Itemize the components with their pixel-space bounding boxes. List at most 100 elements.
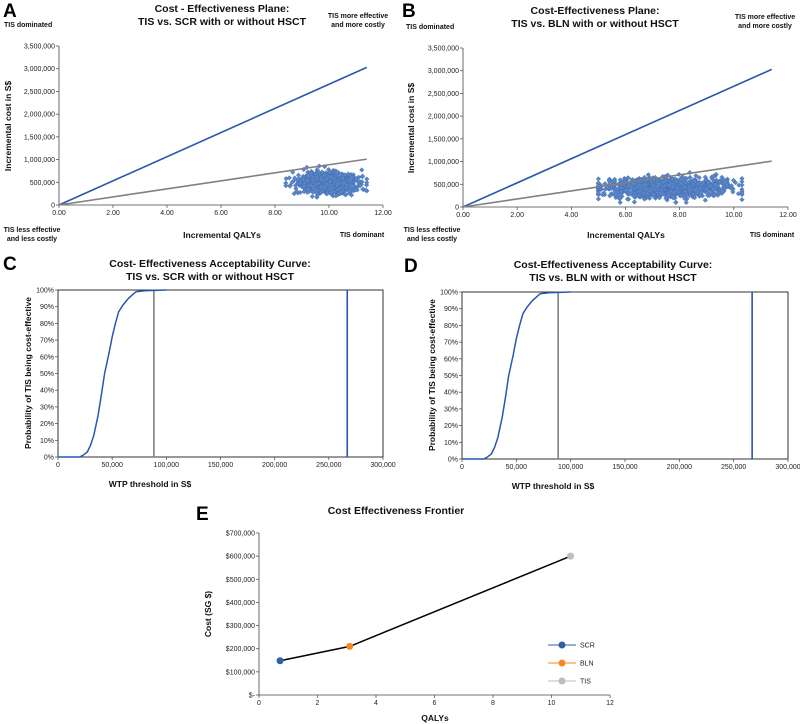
point-bln [346, 642, 354, 650]
scatter-point [663, 195, 669, 201]
scatter-point [357, 183, 363, 189]
scatter-point [316, 180, 322, 186]
scatter-point [292, 182, 299, 189]
scatter-point [286, 175, 292, 181]
x-tick-label: 150,000 [208, 462, 233, 469]
scatter-point [338, 185, 344, 191]
scatter-point [631, 199, 638, 205]
chart-title-line2: TIS vs. SCR with or without HSCT [138, 16, 307, 28]
legend-item-bln: BLN [548, 659, 594, 668]
x-tick-label: 200,000 [262, 462, 287, 469]
scatter-point [677, 193, 683, 199]
scatter-point [331, 176, 337, 182]
panel-d: D Cost-Effectiveness Acceptability Curve… [404, 256, 800, 491]
quadrant-label-top-right-2: and more costly [331, 22, 385, 29]
scatter-point [637, 192, 643, 198]
legend-label: TIS [580, 679, 591, 686]
y-tick-label: 2,000,000 [24, 112, 55, 119]
x-tick-label: 0 [56, 462, 60, 469]
chart-title-line1: Cost-Effectiveness Plane: [531, 5, 660, 17]
quadrant-label-top-right-2: and more costly [738, 23, 792, 30]
scatter-point [678, 181, 684, 187]
scatter-point [637, 189, 643, 195]
y-tick-label: 40% [444, 390, 458, 397]
scatter-point [716, 179, 723, 185]
panel-label: A [3, 1, 17, 22]
scatter-point [340, 175, 346, 181]
y-tick-label: 0 [455, 205, 459, 212]
chart-title-line2: TIS vs. SCR with or without HSCT [126, 271, 295, 283]
x-axis-label: Incremental QALYs [587, 230, 665, 240]
plot-area: 0 2 4 6 8 10 12 $- $100,000 $200,000 $300,000 $400,… [226, 531, 614, 708]
scatter-point [333, 193, 339, 199]
ceac-line [462, 291, 571, 460]
scatter-point [739, 190, 745, 196]
x-tick-label: 4 [374, 700, 378, 707]
legend-label: SCR [580, 643, 595, 650]
scatter-point [645, 172, 651, 178]
scatter-point [337, 190, 344, 196]
scatter-point [343, 184, 349, 191]
scatter-point [666, 182, 672, 188]
y-tick-label: 90% [40, 304, 54, 311]
y-tick-label: 0% [44, 455, 54, 462]
quadrant-label-bottom-left-1: TIS less effective [404, 227, 461, 234]
x-axis-label: WTP threshold in S$ [109, 479, 192, 489]
scatter-point [300, 176, 307, 182]
scatter-point [692, 195, 698, 201]
scatter-point [650, 191, 656, 197]
scatter-point [341, 180, 347, 186]
frontier-line [279, 555, 571, 662]
panel-a: A Cost - Effectiveness Plane: TIS vs. SC… [3, 1, 392, 243]
scatter-point [736, 182, 742, 188]
scatter-point [611, 178, 617, 184]
y-tick-label: $100,000 [226, 669, 255, 676]
scatter-point [644, 190, 651, 197]
scatter-point [657, 190, 664, 196]
y-tick-label: 1,000,000 [428, 159, 459, 166]
scatter-point [313, 187, 319, 193]
scatter-point [643, 187, 649, 193]
x-tick-label: 10.00 [725, 212, 743, 219]
scatter-point [324, 176, 330, 182]
x-tick-label: 0 [257, 700, 261, 707]
scatter-point [359, 179, 365, 185]
y-tick-label: 50% [40, 371, 54, 378]
y-tick-label: 3,500,000 [24, 44, 55, 51]
y-tick-label: 30% [40, 404, 54, 411]
scatter-point [321, 172, 327, 178]
x-tick-label: 8.00 [268, 210, 282, 217]
plot-area: 0 50,000 100,000 150,000 200,000 250,000 300,0… [36, 288, 396, 470]
scatter-point [599, 192, 606, 198]
scatter-point [360, 186, 366, 192]
y-axis-label: Incremental cost in S$ [3, 81, 13, 171]
scatter-point [680, 174, 686, 180]
y-axis-label: Probability of TIS being cost-effective [427, 299, 437, 451]
legend-marker [558, 641, 566, 649]
scatter-point [294, 188, 300, 194]
threshold-line [462, 160, 772, 208]
scatter-point [696, 175, 702, 181]
y-tick-label: $600,000 [226, 554, 255, 561]
quadrant-label-top-right-1: TIS more effective [735, 14, 795, 21]
scatter-point [720, 184, 727, 190]
scatter-point [643, 182, 649, 188]
y-tick-label: 2,000,000 [428, 114, 459, 121]
scatter-point [739, 197, 745, 203]
scatter-point [698, 190, 704, 196]
x-tick-label: 12.00 [374, 210, 392, 217]
scatter-point [313, 174, 320, 180]
quadrant-label-bottom-left-1: TIS less effective [4, 227, 61, 234]
scatter-point [704, 189, 710, 195]
y-axis-label: Probability of TIS being cost-effective [23, 297, 33, 449]
x-tick-label: 250,000 [316, 462, 341, 469]
scatter-point [655, 184, 661, 190]
scatter-point [669, 184, 675, 190]
plot-area: 0.00 2.00 4.00 6.00 8.00 10.00 12.00 0 500,000 1,… [24, 44, 392, 218]
scatter-point [640, 190, 646, 196]
quadrant-label-top-left: TIS dominated [4, 22, 52, 29]
quadrant-label-bottom-left-2: and less costly [7, 236, 57, 243]
x-tick-label: 200,000 [667, 464, 692, 471]
legend-item-tis: TIS [548, 677, 591, 686]
scatter-point [301, 189, 307, 195]
